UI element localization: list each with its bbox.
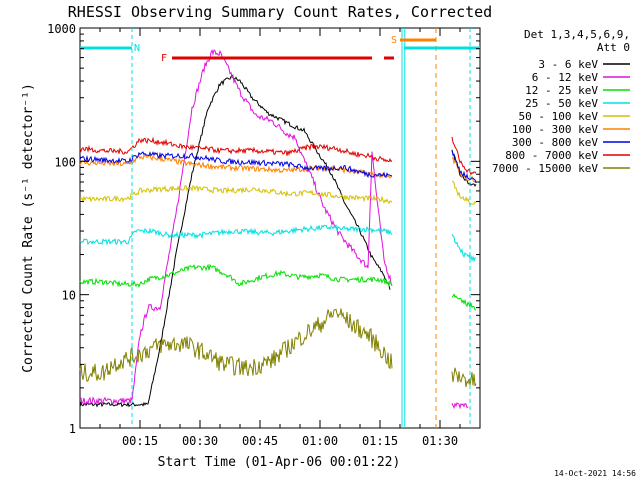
legend-label: 12 - 25 keV bbox=[525, 84, 598, 97]
legend-label: 7000 - 15000 keV bbox=[492, 162, 598, 175]
flag-label-n: N bbox=[134, 43, 140, 54]
series-line-after-gap bbox=[451, 293, 477, 311]
legend-label: 3 - 6 keV bbox=[538, 58, 598, 71]
timestamp: 14-Oct-2021 14:56 bbox=[554, 469, 636, 478]
plot-area: N F S bbox=[79, 27, 481, 429]
legend-label: 6 - 12 keV bbox=[532, 71, 599, 84]
x-axis: 00:15 00:30 00:45 01:00 01:15 01:30 bbox=[99, 28, 461, 448]
x-tick-label: 00:45 bbox=[242, 434, 278, 448]
y-axis: 1 10 100 1000 bbox=[47, 22, 480, 436]
x-tick-label: 01:30 bbox=[422, 434, 458, 448]
chart-title: RHESSI Observing Summary Count Rates, Co… bbox=[68, 3, 492, 21]
legend-label: 300 - 800 keV bbox=[512, 136, 598, 149]
series-line-after-gap bbox=[451, 136, 477, 176]
series-line-after-gap bbox=[451, 156, 477, 183]
series-line-after-gap bbox=[451, 402, 469, 410]
x-tick-label: 01:15 bbox=[362, 434, 398, 448]
y-tick-label: 1 bbox=[69, 422, 76, 436]
flag-label-s: S bbox=[391, 35, 397, 46]
x-tick-label: 00:15 bbox=[122, 434, 158, 448]
flag-label-f: F bbox=[161, 53, 167, 64]
plot-frame bbox=[79, 27, 481, 429]
legend-header: Att 0 bbox=[597, 41, 630, 54]
y-tick-label: 1000 bbox=[47, 22, 76, 36]
series-line-after-gap bbox=[451, 150, 477, 184]
x-tick-label: 00:30 bbox=[182, 434, 218, 448]
y-axis-label: Corrected Count Rate (s⁻¹ detector⁻¹) bbox=[21, 83, 36, 373]
series-line-after-gap bbox=[451, 233, 477, 263]
legend-label: 50 - 100 keV bbox=[519, 110, 599, 123]
y-tick-label: 100 bbox=[54, 155, 76, 169]
legend-label: 100 - 300 keV bbox=[512, 123, 598, 136]
series-line bbox=[79, 151, 393, 179]
series-line bbox=[79, 49, 393, 406]
series-line bbox=[79, 184, 393, 205]
legend-label: 25 - 50 keV bbox=[525, 97, 598, 110]
series-line bbox=[79, 308, 393, 383]
y-tick-label: 10 bbox=[62, 289, 76, 303]
series-line bbox=[79, 136, 393, 163]
legend-label: 800 - 7000 keV bbox=[505, 149, 598, 162]
series-line bbox=[79, 263, 393, 289]
legend-header: Det 1,3,4,5,6,9, bbox=[524, 28, 630, 41]
x-tick-label: 01:00 bbox=[302, 434, 338, 448]
x-axis-label: Start Time (01-Apr-06 00:01:22) bbox=[158, 455, 401, 470]
series-line-after-gap bbox=[451, 180, 477, 206]
series-line-after-gap bbox=[451, 367, 477, 388]
